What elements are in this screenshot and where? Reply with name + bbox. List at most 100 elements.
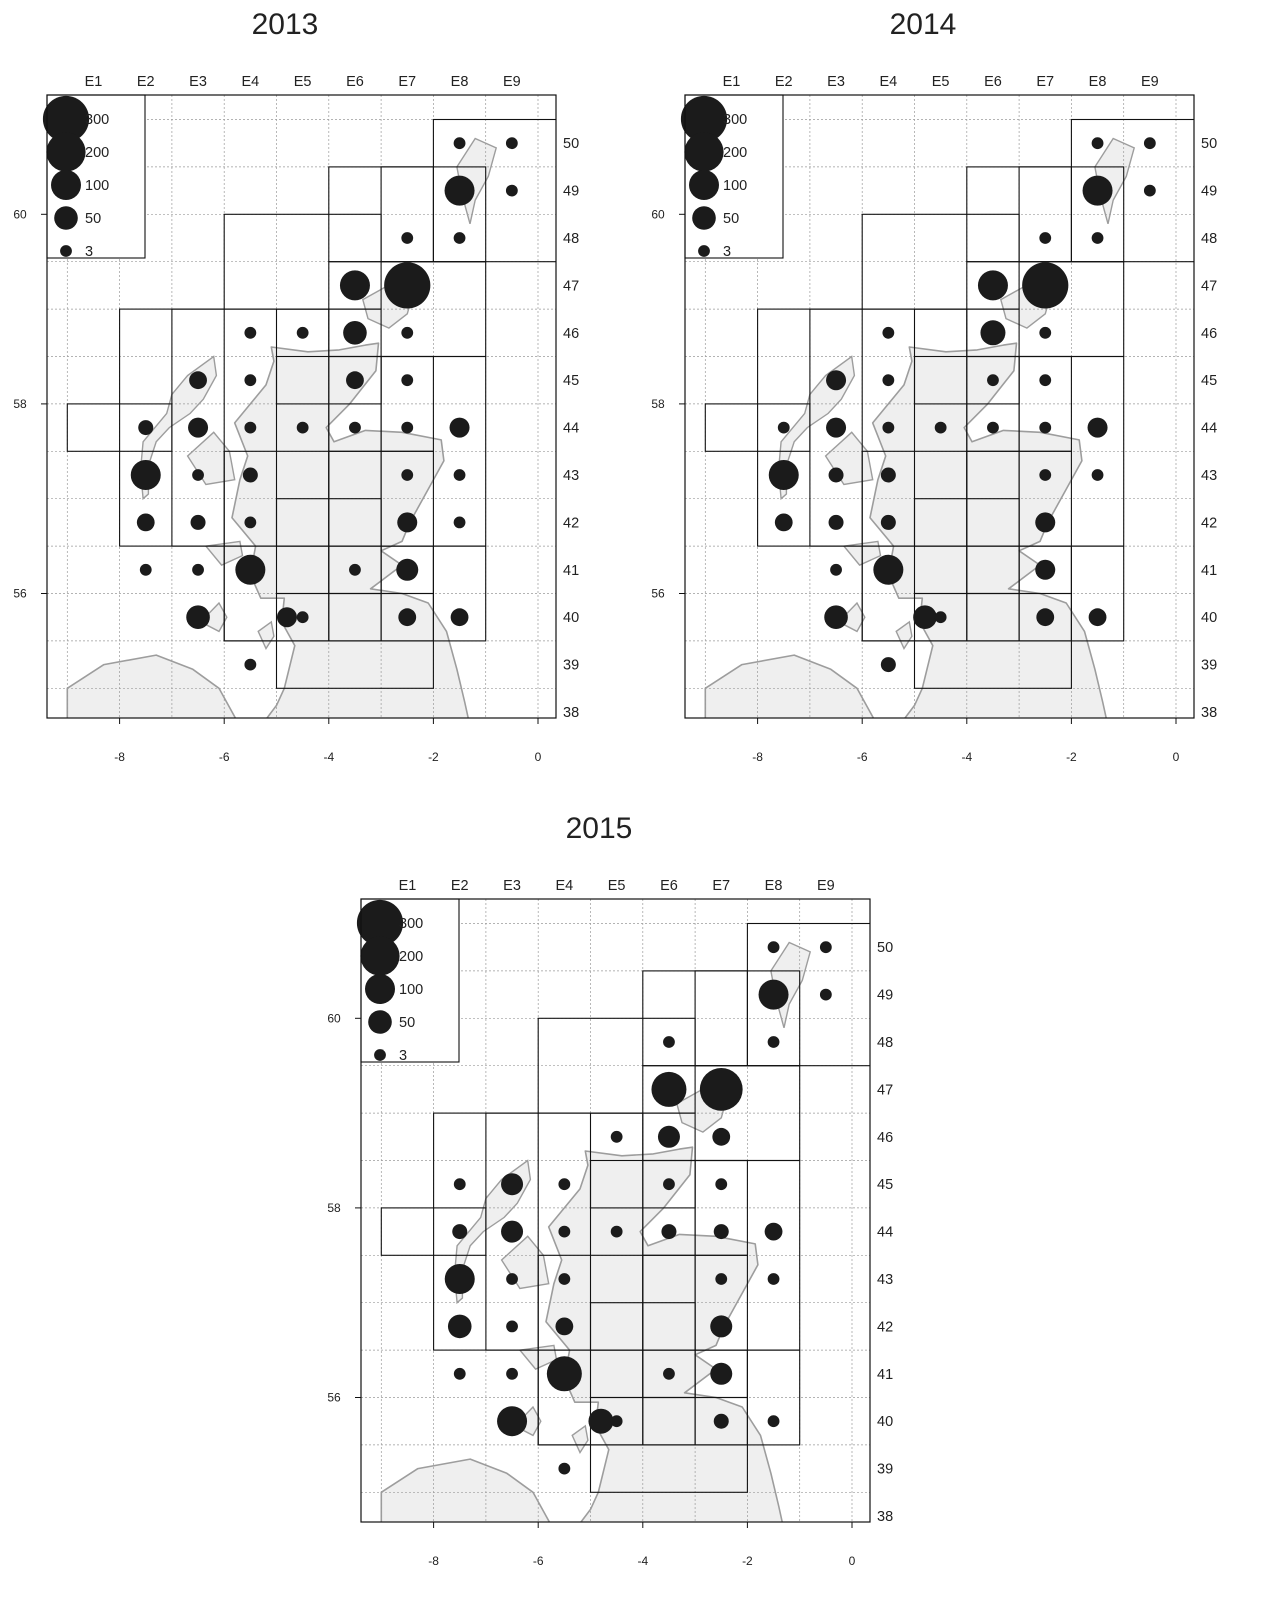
- column-label: E9: [1141, 74, 1159, 90]
- column-label: E7: [1036, 74, 1054, 90]
- catch-dot: [934, 611, 947, 624]
- row-label: 42: [1201, 515, 1217, 531]
- column-label: E3: [189, 74, 207, 90]
- x-tick-label: 0: [849, 1554, 856, 1568]
- catch-dot: [396, 558, 419, 581]
- column-label: E8: [1089, 74, 1107, 90]
- catch-dot: [1039, 374, 1052, 387]
- x-tick-label: -8: [114, 750, 125, 764]
- catch-dot: [558, 1273, 571, 1285]
- catch-dot: [450, 608, 469, 627]
- row-label: 48: [563, 231, 579, 247]
- catch-dot: [713, 1413, 729, 1429]
- legend-label: 50: [399, 1015, 415, 1031]
- catch-dot: [699, 1068, 743, 1111]
- map-panel-2013: 2013 300 200 100 50 3 E1 E2 E3 E4 E5 E6 E7 E8 E9 50 49 48…: [0, 0, 600, 790]
- catch-dot: [819, 941, 832, 954]
- catch-dot: [506, 1367, 518, 1380]
- x-tick-label: -8: [752, 750, 763, 764]
- plot-frame: [46, 94, 557, 719]
- legend: 300 200 100 50 3: [42, 94, 146, 260]
- row-label: 40: [1201, 610, 1217, 626]
- catch-dot: [244, 326, 257, 339]
- catch-dot: [453, 516, 466, 529]
- catch-dot: [828, 467, 844, 483]
- row-label: 48: [877, 1035, 893, 1051]
- column-label: E5: [608, 878, 626, 894]
- scotland-landmass: [869, 342, 1108, 718]
- ices-rectangle-box: [119, 308, 225, 547]
- legend-label: 300: [723, 112, 747, 128]
- map-svg: 2014 300 200 100 50 3 E1 E2 E3 E4 E5 E6 E7 E8 E9 50 49 48…: [651, 8, 1217, 764]
- catch-dot: [447, 1314, 472, 1339]
- catch-dot: [497, 1406, 528, 1437]
- catch-dot: [826, 370, 847, 391]
- catch-dot: [913, 605, 937, 629]
- island-shape: [571, 1424, 589, 1454]
- row-label: 47: [877, 1082, 893, 1098]
- row-label: 43: [563, 468, 579, 484]
- legend: 300 200 100 50 3: [680, 94, 784, 260]
- x-tick-label: -4: [961, 750, 972, 764]
- catch-dot: [242, 467, 258, 483]
- ices-rectangle-box: [589, 1396, 748, 1493]
- catch-dot: [1091, 137, 1104, 150]
- catch-dot: [555, 1317, 574, 1336]
- catch-dot: [826, 417, 847, 438]
- catch-dot: [558, 1462, 571, 1475]
- column-label: E9: [503, 74, 521, 90]
- catch-dot: [138, 420, 154, 436]
- column-label: E2: [137, 74, 155, 90]
- catch-dot: [767, 1273, 780, 1285]
- catch-dot: [1088, 608, 1107, 627]
- catch-dot: [1039, 326, 1052, 339]
- y-tick-label: 60: [13, 207, 27, 221]
- map-svg: 2013 300 200 100 50 3 E1 E2 E3 E4 E5 E6 E7 E8 E9 50 49 48…: [13, 8, 579, 764]
- x-tick-label: -6: [857, 750, 868, 764]
- catch-dot: [882, 326, 895, 339]
- ireland-landmass: [380, 1458, 551, 1522]
- catch-dot: [397, 512, 418, 533]
- row-label: 47: [563, 278, 579, 294]
- column-label: E7: [712, 878, 730, 894]
- catch-dot: [444, 1264, 475, 1294]
- catch-dot: [401, 232, 414, 244]
- catch-dot: [710, 1362, 733, 1385]
- legend-dot: [374, 1049, 386, 1061]
- catch-dot: [296, 611, 309, 624]
- catch-dot: [880, 467, 896, 483]
- catch-dot: [767, 1036, 780, 1048]
- catch-dot: [349, 563, 361, 576]
- column-label: E5: [294, 74, 312, 90]
- y-tick-label: 56: [327, 1391, 341, 1405]
- column-label: E6: [346, 74, 364, 90]
- catch-dot: [824, 605, 848, 629]
- catch-dot: [1143, 137, 1156, 150]
- catch-dot: [296, 326, 309, 339]
- y-tick-label: 60: [327, 1011, 341, 1025]
- catch-dot: [1091, 232, 1104, 244]
- legend-dot: [356, 899, 404, 947]
- legend-dot: [368, 1010, 392, 1034]
- catch-dot: [1035, 512, 1056, 533]
- column-label: E3: [503, 878, 521, 894]
- row-label: 46: [1201, 326, 1217, 342]
- catch-dot: [558, 1225, 571, 1238]
- column-label: E7: [398, 74, 416, 90]
- catch-dot: [828, 514, 844, 530]
- catch-dot: [1087, 417, 1108, 438]
- catch-dot: [1143, 184, 1156, 197]
- panel-title: 2014: [890, 8, 957, 41]
- catch-dot: [715, 1178, 728, 1191]
- catch-dot: [444, 175, 475, 206]
- catch-dot: [882, 421, 895, 434]
- catch-dot: [244, 374, 257, 387]
- y-tick-label: 60: [651, 207, 665, 221]
- island-shape: [777, 355, 856, 501]
- catch-dot: [339, 270, 370, 301]
- catch-dot: [192, 469, 204, 481]
- catch-dot: [453, 1178, 466, 1191]
- catch-dot: [777, 421, 790, 434]
- catch-dot: [453, 232, 466, 244]
- catch-dot: [1039, 421, 1052, 434]
